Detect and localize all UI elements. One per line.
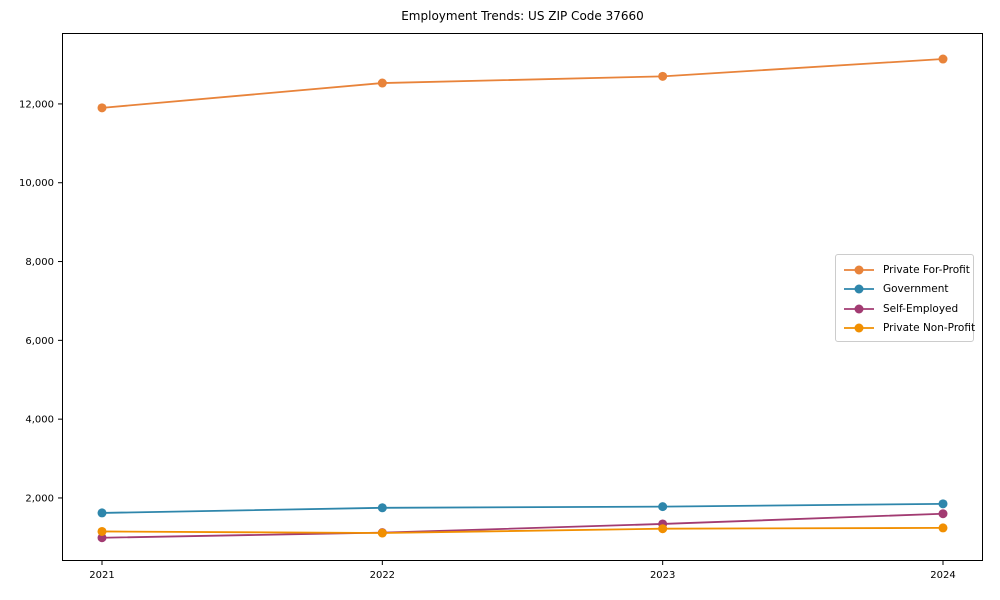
series-line-private-non-profit	[101, 527, 944, 534]
y-axis-tick-label: 8,000	[25, 257, 54, 268]
legend-item: Government	[844, 280, 973, 300]
data-point-private-non-profit	[658, 524, 668, 534]
chart-legend: Private For-Profit Government Self-Employe…	[835, 254, 976, 342]
legend-item: Private Non-Profit	[844, 319, 976, 339]
data-point-private-for-profit	[938, 54, 948, 64]
legend-line-marker-icon	[844, 323, 874, 333]
legend-label: Government	[883, 283, 949, 296]
series-line-government	[101, 502, 944, 514]
data-point-self-employed	[97, 533, 107, 543]
legend-label: Self-Employed	[883, 302, 959, 315]
data-point-government	[658, 502, 668, 512]
data-point-government	[97, 508, 107, 518]
data-point-private-for-profit	[658, 71, 668, 81]
x-axis-tick-label: 2022	[370, 570, 395, 581]
legend-item: Self-Employed	[844, 299, 973, 319]
legend-line-marker-icon	[844, 265, 874, 275]
legend-line-marker-icon	[844, 284, 874, 294]
legend-label: Private Non-Profit	[883, 322, 976, 335]
y-axis-tick-label: 10,000	[19, 178, 54, 189]
data-point-self-employed	[938, 509, 948, 519]
legend-line-marker-icon	[844, 304, 874, 314]
series-line-self-employed	[101, 512, 944, 539]
data-point-private-non-profit	[938, 523, 948, 533]
x-axis-tick-label: 2023	[650, 570, 675, 581]
data-point-government	[938, 499, 948, 509]
data-point-private-non-profit	[97, 526, 107, 536]
series-line-private-for-profit	[101, 58, 944, 109]
y-axis-tick-label: 4,000	[25, 415, 54, 426]
legend-label: Private For-Profit	[883, 263, 970, 276]
data-point-government	[377, 503, 387, 513]
data-point-private-for-profit	[97, 103, 107, 113]
chart-title: Employment Trends: US ZIP Code 37660	[401, 9, 644, 23]
data-point-private-non-profit	[377, 528, 387, 538]
data-point-private-for-profit	[377, 78, 387, 88]
plot-border	[62, 33, 983, 561]
y-axis-tick-label: 12,000	[19, 99, 54, 110]
x-axis-tick-label: 2021	[89, 570, 114, 581]
x-axis-tick-label: 2024	[930, 570, 955, 581]
y-axis-tick-label: 2,000	[25, 493, 54, 504]
y-axis-tick-label: 6,000	[25, 336, 54, 347]
legend-item: Private For-Profit	[844, 260, 973, 280]
